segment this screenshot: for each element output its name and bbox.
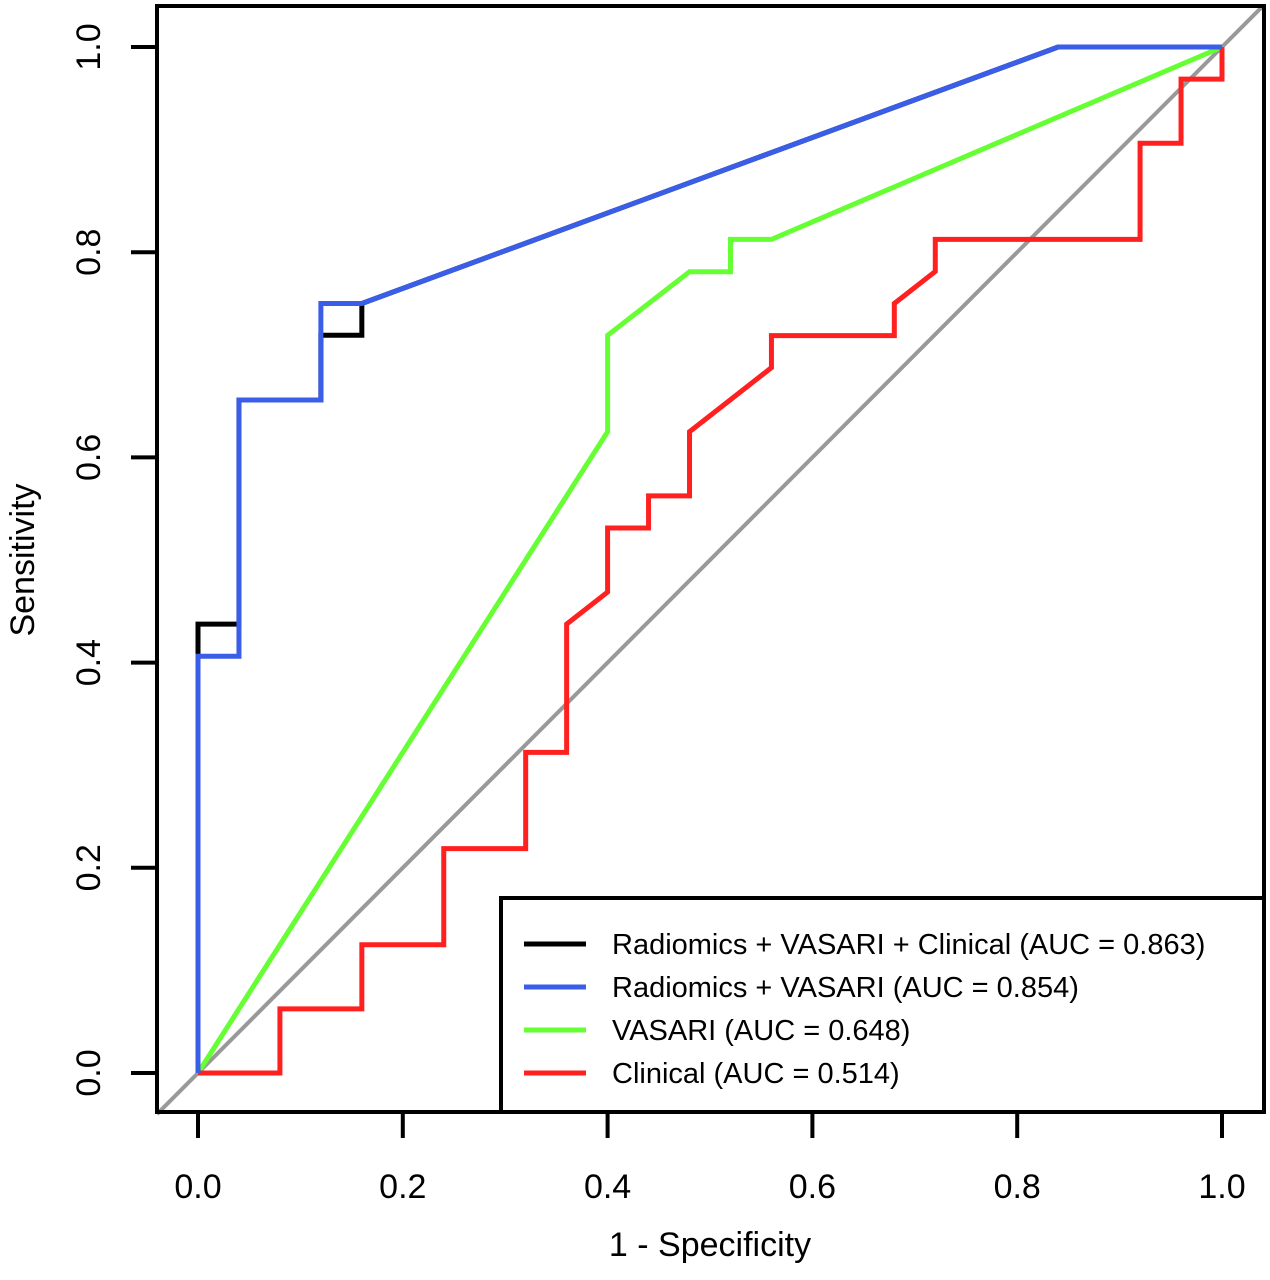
series-line-clinical <box>198 47 1225 1076</box>
x-axis-label: 1 - Specificity <box>609 1226 811 1264</box>
reference-diagonal-line <box>155 4 1265 1116</box>
legend-box <box>499 896 1266 1114</box>
series-line-radiomics-vasari <box>195 44 1222 1073</box>
legend-label: Clinical (AUC = 0.514) <box>612 1058 900 1090</box>
x-tick-label: 0.6 <box>789 1168 836 1206</box>
x-tick-label: 0.2 <box>379 1168 426 1206</box>
y-tick-label: 1.0 <box>70 23 108 70</box>
x-tick-label: 1.0 <box>1198 1168 1245 1206</box>
y-tick-label: 0.6 <box>70 434 108 481</box>
x-tick-label: 0.4 <box>584 1168 631 1206</box>
y-tick-label: 0.8 <box>70 229 108 276</box>
y-axis-label: Sensitivity <box>4 483 42 636</box>
legend-label: VASARI (AUC = 0.648) <box>612 1015 910 1047</box>
x-tick-label: 0.8 <box>994 1168 1041 1206</box>
y-tick-label: 0.0 <box>70 1049 108 1096</box>
x-tick-label: 0.0 <box>174 1168 221 1206</box>
y-tick-label: 0.2 <box>70 844 108 891</box>
series-line-vasari <box>195 44 1223 1075</box>
legend-label: Radiomics + VASARI (AUC = 0.854) <box>612 972 1079 1004</box>
y-tick-label: 0.4 <box>70 639 108 686</box>
plot-frame <box>155 4 1266 1114</box>
legend-label: Radiomics + VASARI + Clinical (AUC = 0.8… <box>612 929 1205 961</box>
